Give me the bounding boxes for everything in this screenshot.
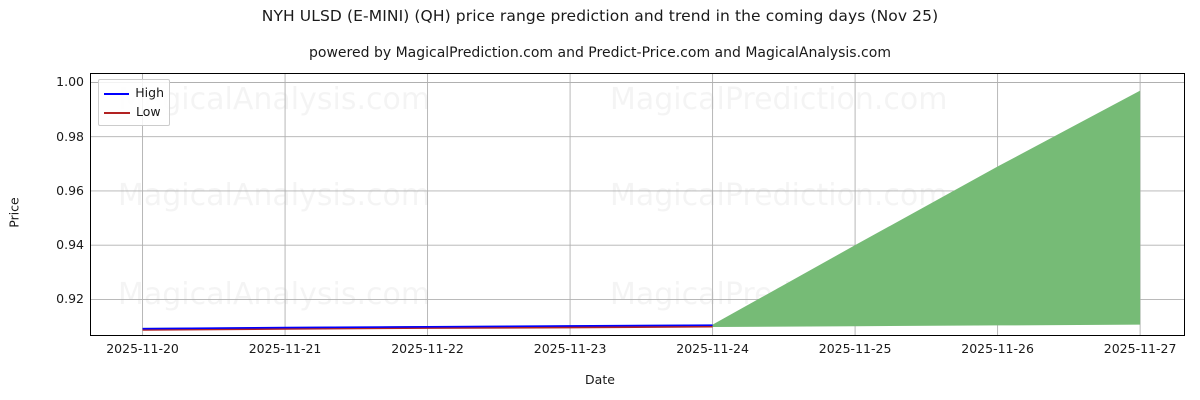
x-axis-label: Date: [585, 372, 615, 387]
legend-label-high: High: [135, 85, 164, 101]
price-range-band: [142, 90, 1141, 331]
x-axis-tick-label: 2025-11-26: [961, 341, 1034, 356]
y-axis-tick-label: 0.98: [56, 128, 84, 144]
x-axis-tick-label: 2025-11-27: [1103, 341, 1177, 356]
y-axis-tick-label: 0.92: [56, 291, 84, 307]
x-axis-tick-label: 2025-11-24: [676, 341, 749, 356]
y-axis-tick-label: 1.00: [56, 74, 84, 90]
x-axis-tick-label: 2025-11-20: [106, 341, 179, 356]
plot-area: [90, 73, 1185, 336]
legend-item-high[interactable]: High: [104, 84, 164, 103]
x-axis-tick-label: 2025-11-22: [391, 341, 464, 356]
chart-subtitle: powered by MagicalPrediction.com and Pre…: [309, 45, 891, 61]
legend-swatch-low: [104, 111, 130, 114]
x-axis-tick-label: 2025-11-25: [818, 341, 892, 356]
low-price-line: [142, 324, 713, 331]
y-axis-tick-label: 0.94: [56, 237, 84, 253]
legend-swatch-high: [104, 92, 130, 95]
x-axis-tick-label: 2025-11-23: [533, 341, 607, 356]
plot-svg: [90, 73, 1185, 336]
y-axis-label: Price: [6, 197, 22, 228]
plot-border: [90, 73, 1185, 336]
legend-item-low[interactable]: Low: [104, 103, 164, 122]
x-axis-tick-label: 2025-11-21: [248, 341, 322, 356]
chart-legend: High Low: [98, 79, 170, 126]
high-price-line: [142, 324, 713, 330]
y-axis-tick-label: 0.96: [56, 182, 84, 198]
legend-label-low: Low: [136, 104, 161, 120]
chart-title: NYH ULSD (E-MINI) (QH) price range predi…: [261, 7, 939, 25]
